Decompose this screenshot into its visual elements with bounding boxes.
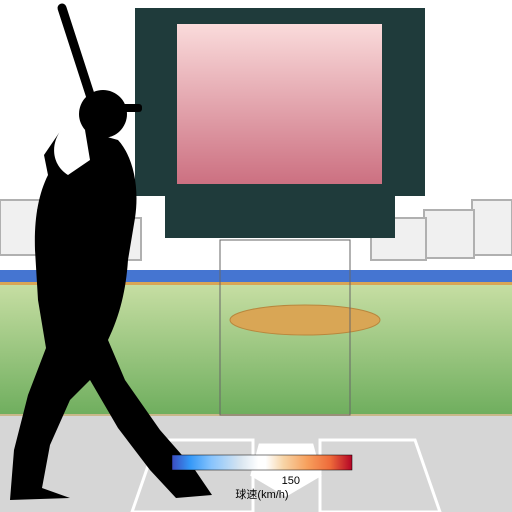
legend-color-bar (172, 455, 352, 470)
legend-tick-150: 150 (282, 475, 300, 487)
pitch-chart: 100 150 球速(km/h) (0, 0, 512, 512)
legend-tick-100: 100 (181, 475, 199, 487)
legend-label: 球速(km/h) (235, 487, 288, 501)
helmet-brim (120, 104, 142, 112)
pitchers-mound (230, 305, 380, 335)
scoreboard-mid (165, 196, 395, 238)
heat-panel (177, 24, 382, 184)
